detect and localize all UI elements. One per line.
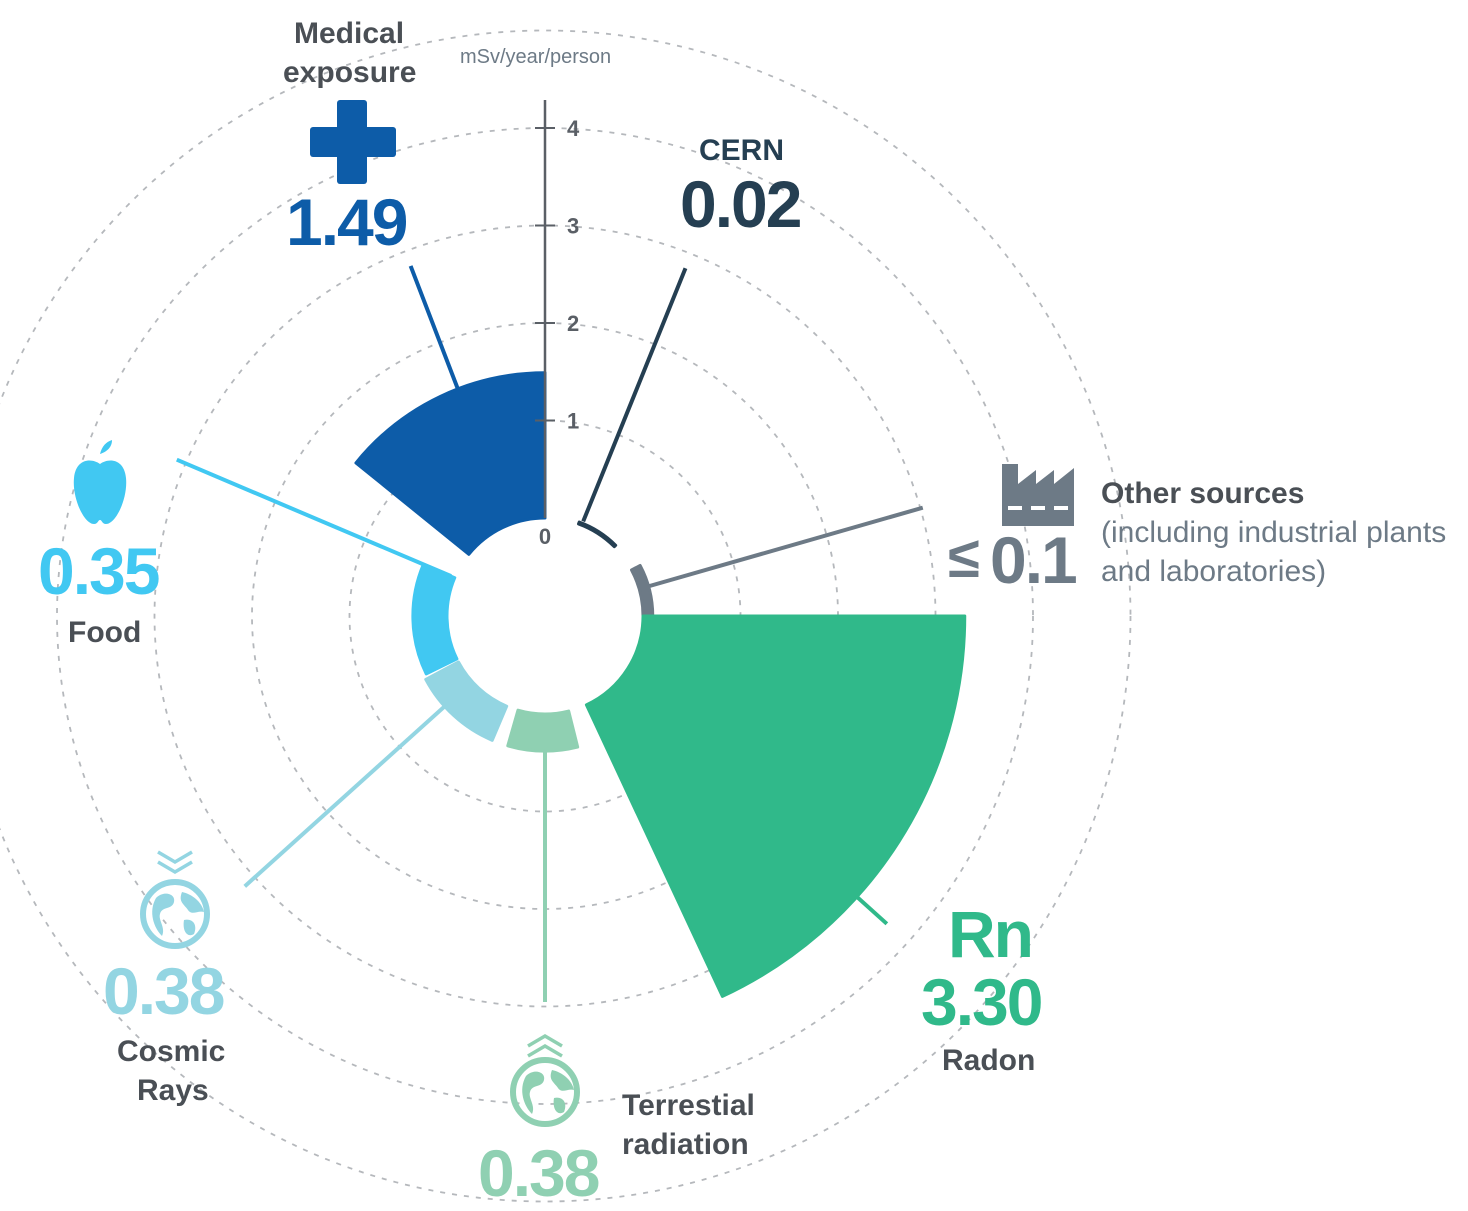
terrestrial-wedge xyxy=(506,708,580,753)
cern-value: 0.02 xyxy=(680,167,802,241)
globe-down-arrows-icon xyxy=(140,850,210,949)
globe-up-arrows-icon xyxy=(510,1033,580,1127)
other-leader-line xyxy=(642,505,924,590)
axis-unit-label: mSv/year/person xyxy=(460,46,612,68)
cern-wedge xyxy=(577,520,618,549)
medical-wedge xyxy=(354,371,547,556)
other-wedge xyxy=(630,563,655,618)
cern-name: CERN xyxy=(699,134,785,167)
food-leader-line xyxy=(176,457,452,578)
axis-tick-label-4: 4 xyxy=(567,116,580,141)
terrestrial-name-line-2: radiation xyxy=(622,1128,749,1161)
medical-name-line-1: Medical xyxy=(294,17,405,50)
radon-wedge xyxy=(584,614,967,998)
food-wedge xyxy=(411,562,459,676)
food-value: 0.35 xyxy=(38,534,160,608)
cosmic-leader-line xyxy=(243,682,471,888)
factory-icon xyxy=(1002,464,1074,526)
grid-ring-4 xyxy=(56,127,1034,1105)
grid-ring-5 xyxy=(0,29,1132,1203)
terrestrial-value: 0.38 xyxy=(478,1136,600,1210)
axis-tick-label-0: 0 xyxy=(539,524,551,549)
food-name: Food xyxy=(68,616,142,649)
other-value-prefix: ≤ xyxy=(948,525,980,590)
other-value: 0.1 xyxy=(990,523,1078,597)
axis-tick-label-3: 3 xyxy=(567,214,579,239)
cosmic-value: 0.38 xyxy=(103,954,225,1028)
cosmic-wedge xyxy=(424,660,509,742)
cern-leader-line xyxy=(581,267,688,523)
wedges xyxy=(354,371,967,998)
medical-name-line-2: exposure xyxy=(283,56,417,89)
medical-value: 1.49 xyxy=(286,185,408,259)
radon-name: Radon xyxy=(942,1044,1036,1077)
terrestrial-name-line-1: Terrestial xyxy=(622,1089,755,1122)
axis-tick-label-1: 1 xyxy=(567,409,579,434)
apple-icon xyxy=(73,440,127,524)
axis-tick-label-2: 2 xyxy=(567,311,579,336)
radial-axis: 0 1 2 3 4 xyxy=(535,100,580,549)
radon-value: 3.30 xyxy=(921,965,1043,1039)
medical-cross-icon xyxy=(310,100,396,184)
other-sub-line-1: (including industrial plants xyxy=(1101,516,1447,549)
radon-symbol: Rn xyxy=(948,897,1034,971)
other-sub-line-2: and laboratories) xyxy=(1101,555,1327,588)
cosmic-name-line-2: Rays xyxy=(137,1074,209,1107)
other-name: Other sources xyxy=(1101,477,1305,510)
cosmic-name-line-1: Cosmic xyxy=(117,1035,226,1068)
